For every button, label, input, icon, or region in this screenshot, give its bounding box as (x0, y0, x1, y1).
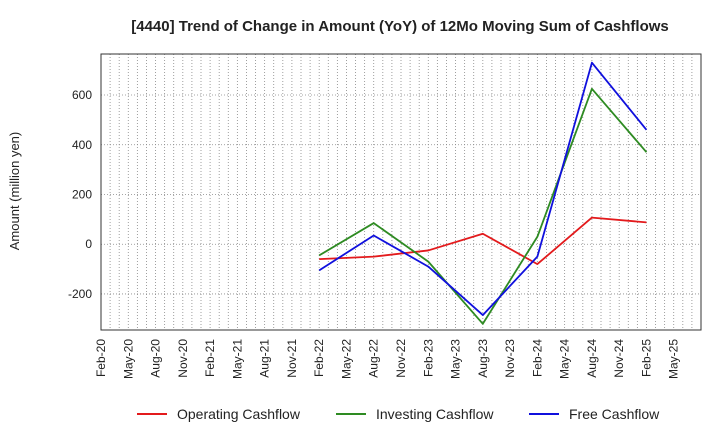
x-tick-label: May-21 (230, 339, 244, 379)
legend-label: Investing Cashflow (376, 406, 494, 422)
x-tick-label: Feb-23 (421, 339, 435, 377)
x-tick-label: May-24 (558, 339, 572, 379)
x-tick-label: Aug-21 (258, 339, 272, 378)
x-tick-label: Feb-21 (203, 339, 217, 377)
x-tick-label: May-23 (449, 339, 463, 379)
x-tick-label: May-25 (667, 339, 681, 379)
x-tick-label: Aug-20 (149, 339, 163, 378)
chart-title: [4440] Trend of Change in Amount (YoY) o… (131, 18, 669, 35)
x-tick-labels: Feb-20 May-20 Aug-20 Nov-20 Feb-21 May-21 Aug-… (94, 339, 681, 379)
x-tick-label: Feb-25 (639, 339, 653, 377)
x-tick-label: Feb-20 (94, 339, 108, 377)
x-tick-label: Aug-22 (367, 339, 381, 378)
x-tick-label: Nov-23 (503, 339, 517, 378)
legend-label: Free Cashflow (569, 406, 660, 422)
y-tick-label: 200 (72, 187, 92, 201)
x-tick-label: Feb-22 (312, 339, 326, 377)
y-tick-label: 0 (85, 237, 92, 251)
x-tick-label: May-20 (121, 339, 135, 379)
series-line-operating-cashflow (319, 216, 647, 266)
legend: Operating Cashflow Investing Cashflow Free… (137, 406, 660, 422)
x-tick-label: May-22 (339, 339, 353, 379)
series-line-investing-cashflow (318, 87, 648, 325)
grid-lines (101, 54, 701, 330)
y-tick-label: 600 (72, 88, 92, 102)
x-tick-label: Feb-24 (530, 339, 544, 377)
plot-area-frame (100, 53, 702, 331)
x-tick-label: Nov-21 (285, 339, 299, 378)
x-tick-label: Nov-24 (612, 339, 626, 378)
y-tick-labels: -200 0 200 400 600 (68, 88, 92, 301)
x-tick-label: Nov-20 (176, 339, 190, 378)
legend-label: Operating Cashflow (177, 406, 301, 422)
y-axis-label: Amount (million yen) (7, 132, 22, 251)
series-line-free-cashflow (318, 61, 648, 316)
y-tick-label: -200 (68, 287, 92, 301)
x-tick-label: Aug-24 (585, 339, 599, 378)
series-lines (318, 61, 648, 325)
y-tick-label: 400 (72, 138, 92, 152)
x-tick-label: Nov-22 (394, 339, 408, 378)
x-tick-label: Aug-23 (476, 339, 490, 378)
